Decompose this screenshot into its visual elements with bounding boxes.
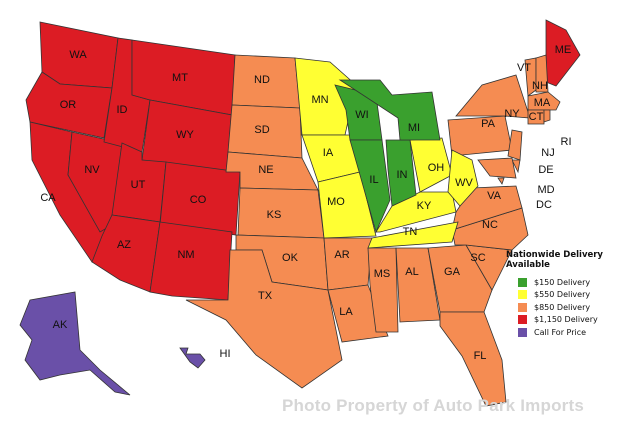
state-ga xyxy=(427,244,493,313)
state-label-al: AL xyxy=(405,266,418,278)
state-label-md: MD xyxy=(537,184,554,196)
swatch-550 xyxy=(518,290,527,300)
state-il xyxy=(349,139,391,234)
state-mo xyxy=(317,171,377,239)
state-nj xyxy=(507,129,523,161)
state-label-nj: NJ xyxy=(541,147,554,159)
legend: Nationwide Delivery Available $150 Deliv… xyxy=(506,250,640,339)
state-label-ri: RI xyxy=(561,136,572,148)
state-label-ct: CT xyxy=(529,111,544,123)
state-label-nd: ND xyxy=(254,74,270,86)
legend-label: $850 Delivery xyxy=(534,302,591,312)
state-label-mi: MI xyxy=(408,122,420,134)
swatch-1150 xyxy=(518,315,527,325)
state-label-sc: SC xyxy=(470,252,485,264)
state-label-wy: WY xyxy=(176,129,194,141)
state-label-wv: WV xyxy=(455,177,473,189)
legend-item-1150: $1,150 Delivery xyxy=(518,314,640,327)
state-label-va: VA xyxy=(487,190,502,202)
state-label-fl: FL xyxy=(474,350,487,362)
state-hi xyxy=(179,347,206,369)
swatch-150 xyxy=(518,277,527,287)
state-label-ca: CA xyxy=(40,192,56,204)
state-label-ms: MS xyxy=(374,268,391,280)
state-label-nm: NM xyxy=(177,249,194,261)
state-wv xyxy=(447,149,479,207)
state-label-id: ID xyxy=(117,104,128,116)
state-label-ga: GA xyxy=(444,266,461,278)
state-label-mn: MN xyxy=(311,94,328,106)
state-label-ut: UT xyxy=(131,179,146,191)
state-label-az: AZ xyxy=(117,239,131,251)
watermark: Photo Property of Auto Park Imports xyxy=(282,396,585,415)
swatch-850 xyxy=(518,302,527,312)
state-label-de: DE xyxy=(538,164,553,176)
state-ma xyxy=(527,91,561,111)
state-label-me: ME xyxy=(555,44,572,56)
legend-title: Nationwide Delivery Available xyxy=(506,250,603,270)
state-de xyxy=(511,159,521,174)
legend-label: $1,150 Delivery xyxy=(534,315,598,325)
state-label-wi: WI xyxy=(355,109,368,121)
state-label-nv: NV xyxy=(84,164,100,176)
state-label-sd: SD xyxy=(254,124,269,136)
state-pa xyxy=(447,115,513,157)
state-label-ar: AR xyxy=(334,249,349,261)
state-label-ok: OK xyxy=(282,252,299,264)
state-ak xyxy=(19,291,131,396)
state-ar xyxy=(323,237,373,291)
state-label-nh: NH xyxy=(532,80,548,92)
state-label-tx: TX xyxy=(258,290,273,302)
legend-item-550: $550 Delivery xyxy=(518,289,640,302)
state-label-ak: AK xyxy=(53,319,68,331)
state-label-mo: MO xyxy=(327,196,345,208)
state-label-vt: VT xyxy=(517,62,531,74)
legend-label: $150 Delivery xyxy=(534,277,591,287)
legend-label: $550 Delivery xyxy=(534,290,591,300)
state-label-wa: WA xyxy=(69,49,87,61)
state-label-ia: IA xyxy=(323,147,334,159)
state-label-mt: MT xyxy=(172,72,188,84)
state-ri xyxy=(543,109,551,123)
state-label-ks: KS xyxy=(267,209,282,221)
state-label-ma: MA xyxy=(534,97,551,109)
state-label-ny: NY xyxy=(504,108,520,120)
legend-label: Call For Price xyxy=(534,327,587,337)
state-label-dc: DC xyxy=(536,199,552,211)
state-label-or: OR xyxy=(60,99,77,111)
state-tx xyxy=(185,249,343,389)
state-label-pa: PA xyxy=(481,118,496,130)
swatch-call xyxy=(518,327,527,337)
state-label-il: IL xyxy=(369,174,378,186)
state-label-hi: HI xyxy=(220,348,231,360)
state-label-ne: NE xyxy=(258,164,273,176)
state-label-co: CO xyxy=(190,194,207,206)
state-label-la: LA xyxy=(339,306,353,318)
state-ms xyxy=(367,247,399,333)
state-md xyxy=(477,157,517,179)
state-label-oh: OH xyxy=(428,162,445,174)
state-label-ky: KY xyxy=(417,200,432,212)
state-tn xyxy=(367,221,459,249)
state-fl xyxy=(439,311,507,407)
state-mi xyxy=(338,79,441,141)
state-ct xyxy=(527,109,545,125)
legend-item-call: Call For Price xyxy=(518,326,640,339)
state-ny xyxy=(455,74,531,119)
state-label-in: IN xyxy=(397,169,408,181)
state-or xyxy=(25,71,113,139)
state-label-tn: TN xyxy=(403,226,418,238)
legend-item-150: $150 Delivery xyxy=(518,276,640,289)
state-dc xyxy=(497,177,505,185)
state-label-nc: NC xyxy=(482,219,498,231)
legend-item-850: $850 Delivery xyxy=(518,301,640,314)
state-nm xyxy=(149,221,233,301)
